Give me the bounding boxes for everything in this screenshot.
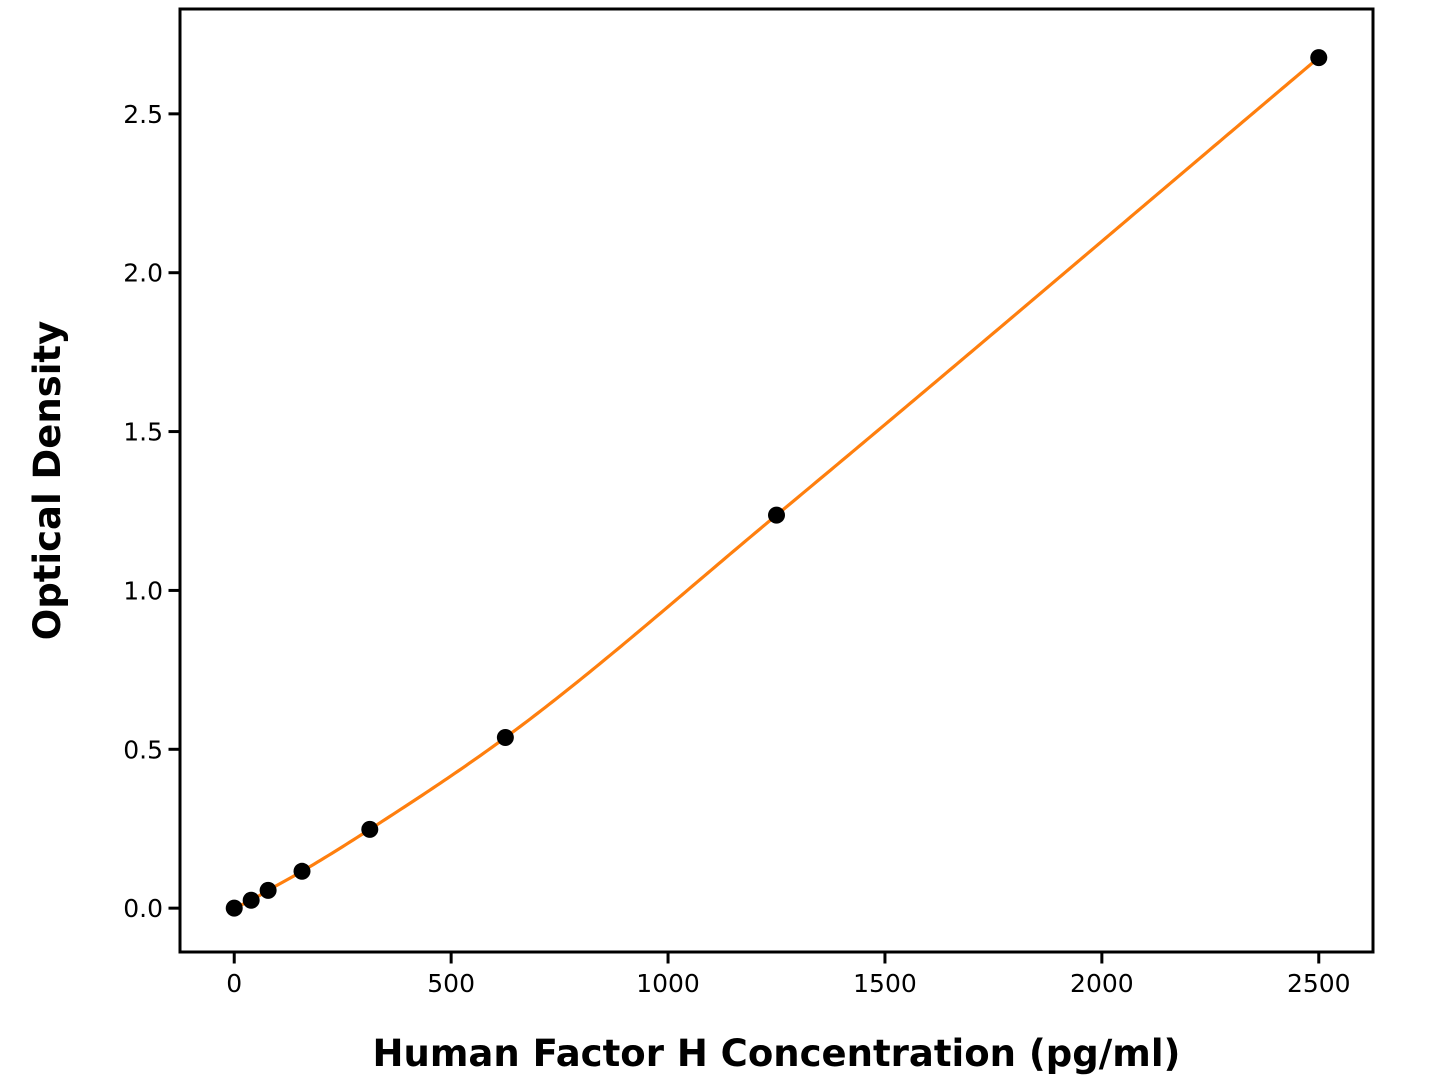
y-tick-label: 2.5 — [123, 100, 163, 129]
y-tick-label: 0.0 — [123, 894, 163, 923]
data-point — [361, 820, 379, 838]
data-point — [496, 729, 514, 747]
plot-area: 0 500 1000 1500 2000 2500 0.0 0.5 1.0 1.5 2.0 2.5 — [123, 7, 1375, 998]
x-tick-label: 2000 — [1070, 969, 1134, 998]
x-tick-label: 2500 — [1287, 969, 1351, 998]
y-tick-label: 1.0 — [123, 576, 163, 605]
plot-background — [180, 9, 1373, 952]
y-axis-label: Optical Density — [26, 321, 69, 640]
axes-spines — [178, 7, 1375, 954]
y-tick-label: 2.0 — [123, 259, 163, 288]
x-axis-label: Human Factor H Concentration (pg/ml) — [373, 1032, 1181, 1075]
data-point — [259, 881, 277, 899]
data-point — [293, 862, 311, 880]
data-point — [225, 899, 243, 917]
data-point — [242, 891, 260, 909]
x-tick-label: 1500 — [853, 969, 917, 998]
x-tick-label: 0 — [226, 969, 242, 998]
y-tick-label: 1.5 — [123, 418, 163, 447]
data-point — [1310, 49, 1328, 67]
data-point — [768, 506, 785, 524]
y-tick-label: 0.5 — [123, 735, 163, 764]
x-tick-label: 500 — [427, 969, 475, 998]
x-tick-label: 1000 — [636, 969, 700, 998]
